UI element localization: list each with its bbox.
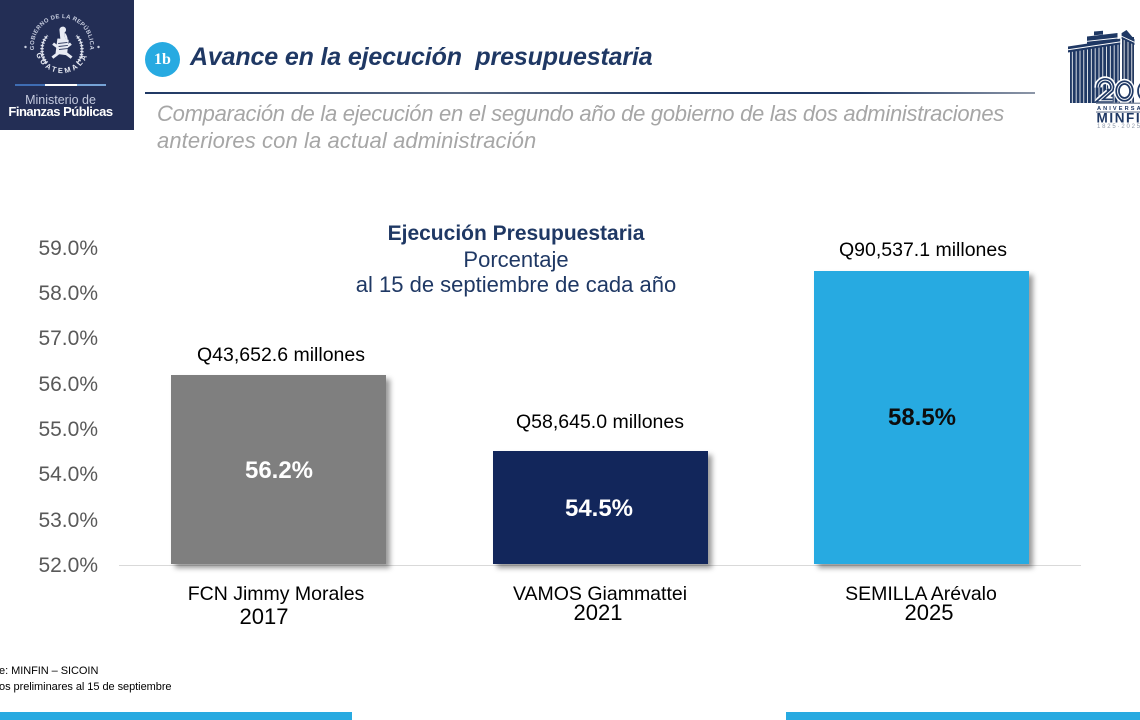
svg-text:ANIVERSARIO: ANIVERSARIO	[1097, 106, 1140, 112]
svg-text:MINFIN: MINFIN	[1097, 111, 1140, 126]
svg-text:1825·2025: 1825·2025	[1097, 124, 1140, 130]
